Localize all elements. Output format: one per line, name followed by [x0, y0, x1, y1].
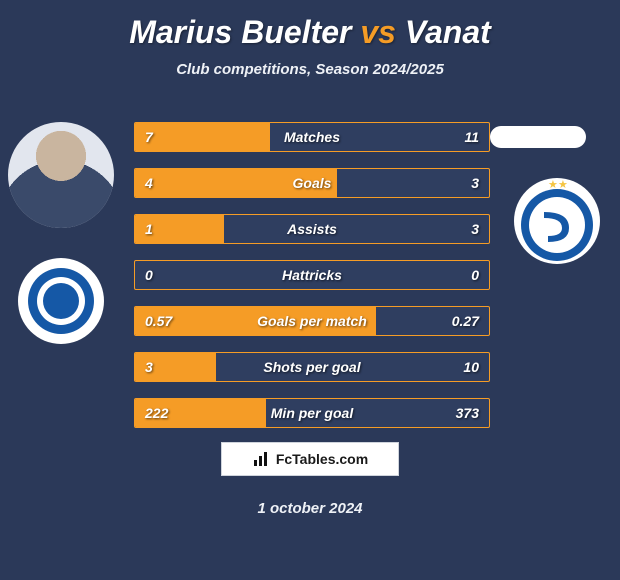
stat-bar: 222373Min per goal: [134, 398, 490, 428]
player1-club-badge: [18, 258, 104, 344]
date-label: 1 october 2024: [0, 500, 620, 517]
stat-label: Shots per goal: [135, 353, 489, 381]
stat-label: Goals per match: [135, 307, 489, 335]
avatar-placeholder-icon: [8, 122, 114, 228]
stats-bars: 711Matches 43Goals 13Assists 00Hattricks 0.5…: [134, 122, 490, 444]
player2-avatar: [490, 126, 586, 148]
player1-avatar: [8, 122, 114, 228]
club-badge-icon: [26, 266, 96, 336]
brand-badge: FcTables.com: [221, 442, 399, 476]
player2-name: Vanat: [405, 14, 491, 50]
stat-label: Assists: [135, 215, 489, 243]
stat-label: Goals: [135, 169, 489, 197]
stat-bar: 43Goals: [134, 168, 490, 198]
stat-bar: 310Shots per goal: [134, 352, 490, 382]
stat-bar: 711Matches: [134, 122, 490, 152]
chart-icon: [252, 450, 270, 468]
stat-label: Min per goal: [135, 399, 489, 427]
stat-bar: 0.570.27Goals per match: [134, 306, 490, 336]
player1-name: Marius Buelter: [129, 14, 351, 50]
brand-text: FcTables.com: [276, 451, 368, 467]
stat-bar: 00Hattricks: [134, 260, 490, 290]
page-title: Marius Buelter vs Vanat: [0, 0, 620, 51]
player2-club-badge: ★ ★: [514, 178, 600, 264]
stat-label: Hattricks: [135, 261, 489, 289]
stat-bar: 13Assists: [134, 214, 490, 244]
vs-label: vs: [360, 14, 396, 50]
stat-label: Matches: [135, 123, 489, 151]
subtitle: Club competitions, Season 2024/2025: [0, 61, 620, 78]
club-badge-icon: ★ ★: [514, 178, 600, 264]
